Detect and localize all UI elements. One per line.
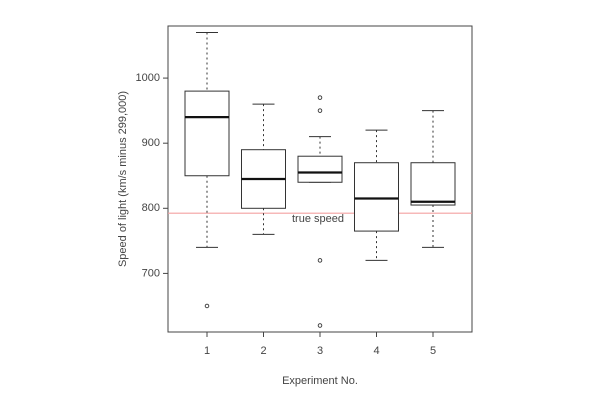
- reference-line-label: true speed: [292, 213, 344, 225]
- outlier-point: [204, 303, 210, 309]
- y-tick-label: 700: [142, 267, 160, 279]
- axes-layer: 700 800 900 1000 1 2 3 4 5: [136, 72, 437, 357]
- x-tick-label: 2: [260, 345, 266, 357]
- boxes-layer: [184, 32, 456, 328]
- outlier-point: [317, 95, 323, 100]
- x-tick-label: 4: [373, 345, 379, 357]
- box-group-5: [410, 110, 456, 248]
- y-tick-label: 800: [142, 202, 160, 214]
- box-group-4: [354, 129, 399, 261]
- x-axis-label: Experiment No.: [282, 375, 358, 387]
- box-iqr: [184, 90, 230, 177]
- x-tick-label: 5: [430, 345, 436, 357]
- outlier-point: [317, 108, 323, 113]
- outlier-point: [317, 323, 323, 328]
- box-iqr: [410, 162, 456, 206]
- outlier-point: [317, 258, 323, 263]
- box-iqr: [297, 155, 343, 183]
- box-group-2: [241, 103, 286, 235]
- box-group-3: [297, 95, 343, 328]
- box-iqr: [354, 162, 399, 232]
- y-axis-label: Speed of light (km/s minus 299,000): [117, 91, 129, 267]
- y-tick-label: 1000: [136, 72, 160, 84]
- x-tick-label: 3: [317, 345, 323, 357]
- box-group-1: [184, 32, 230, 309]
- x-tick-label: 1: [204, 345, 210, 357]
- y-tick-label: 900: [142, 137, 160, 149]
